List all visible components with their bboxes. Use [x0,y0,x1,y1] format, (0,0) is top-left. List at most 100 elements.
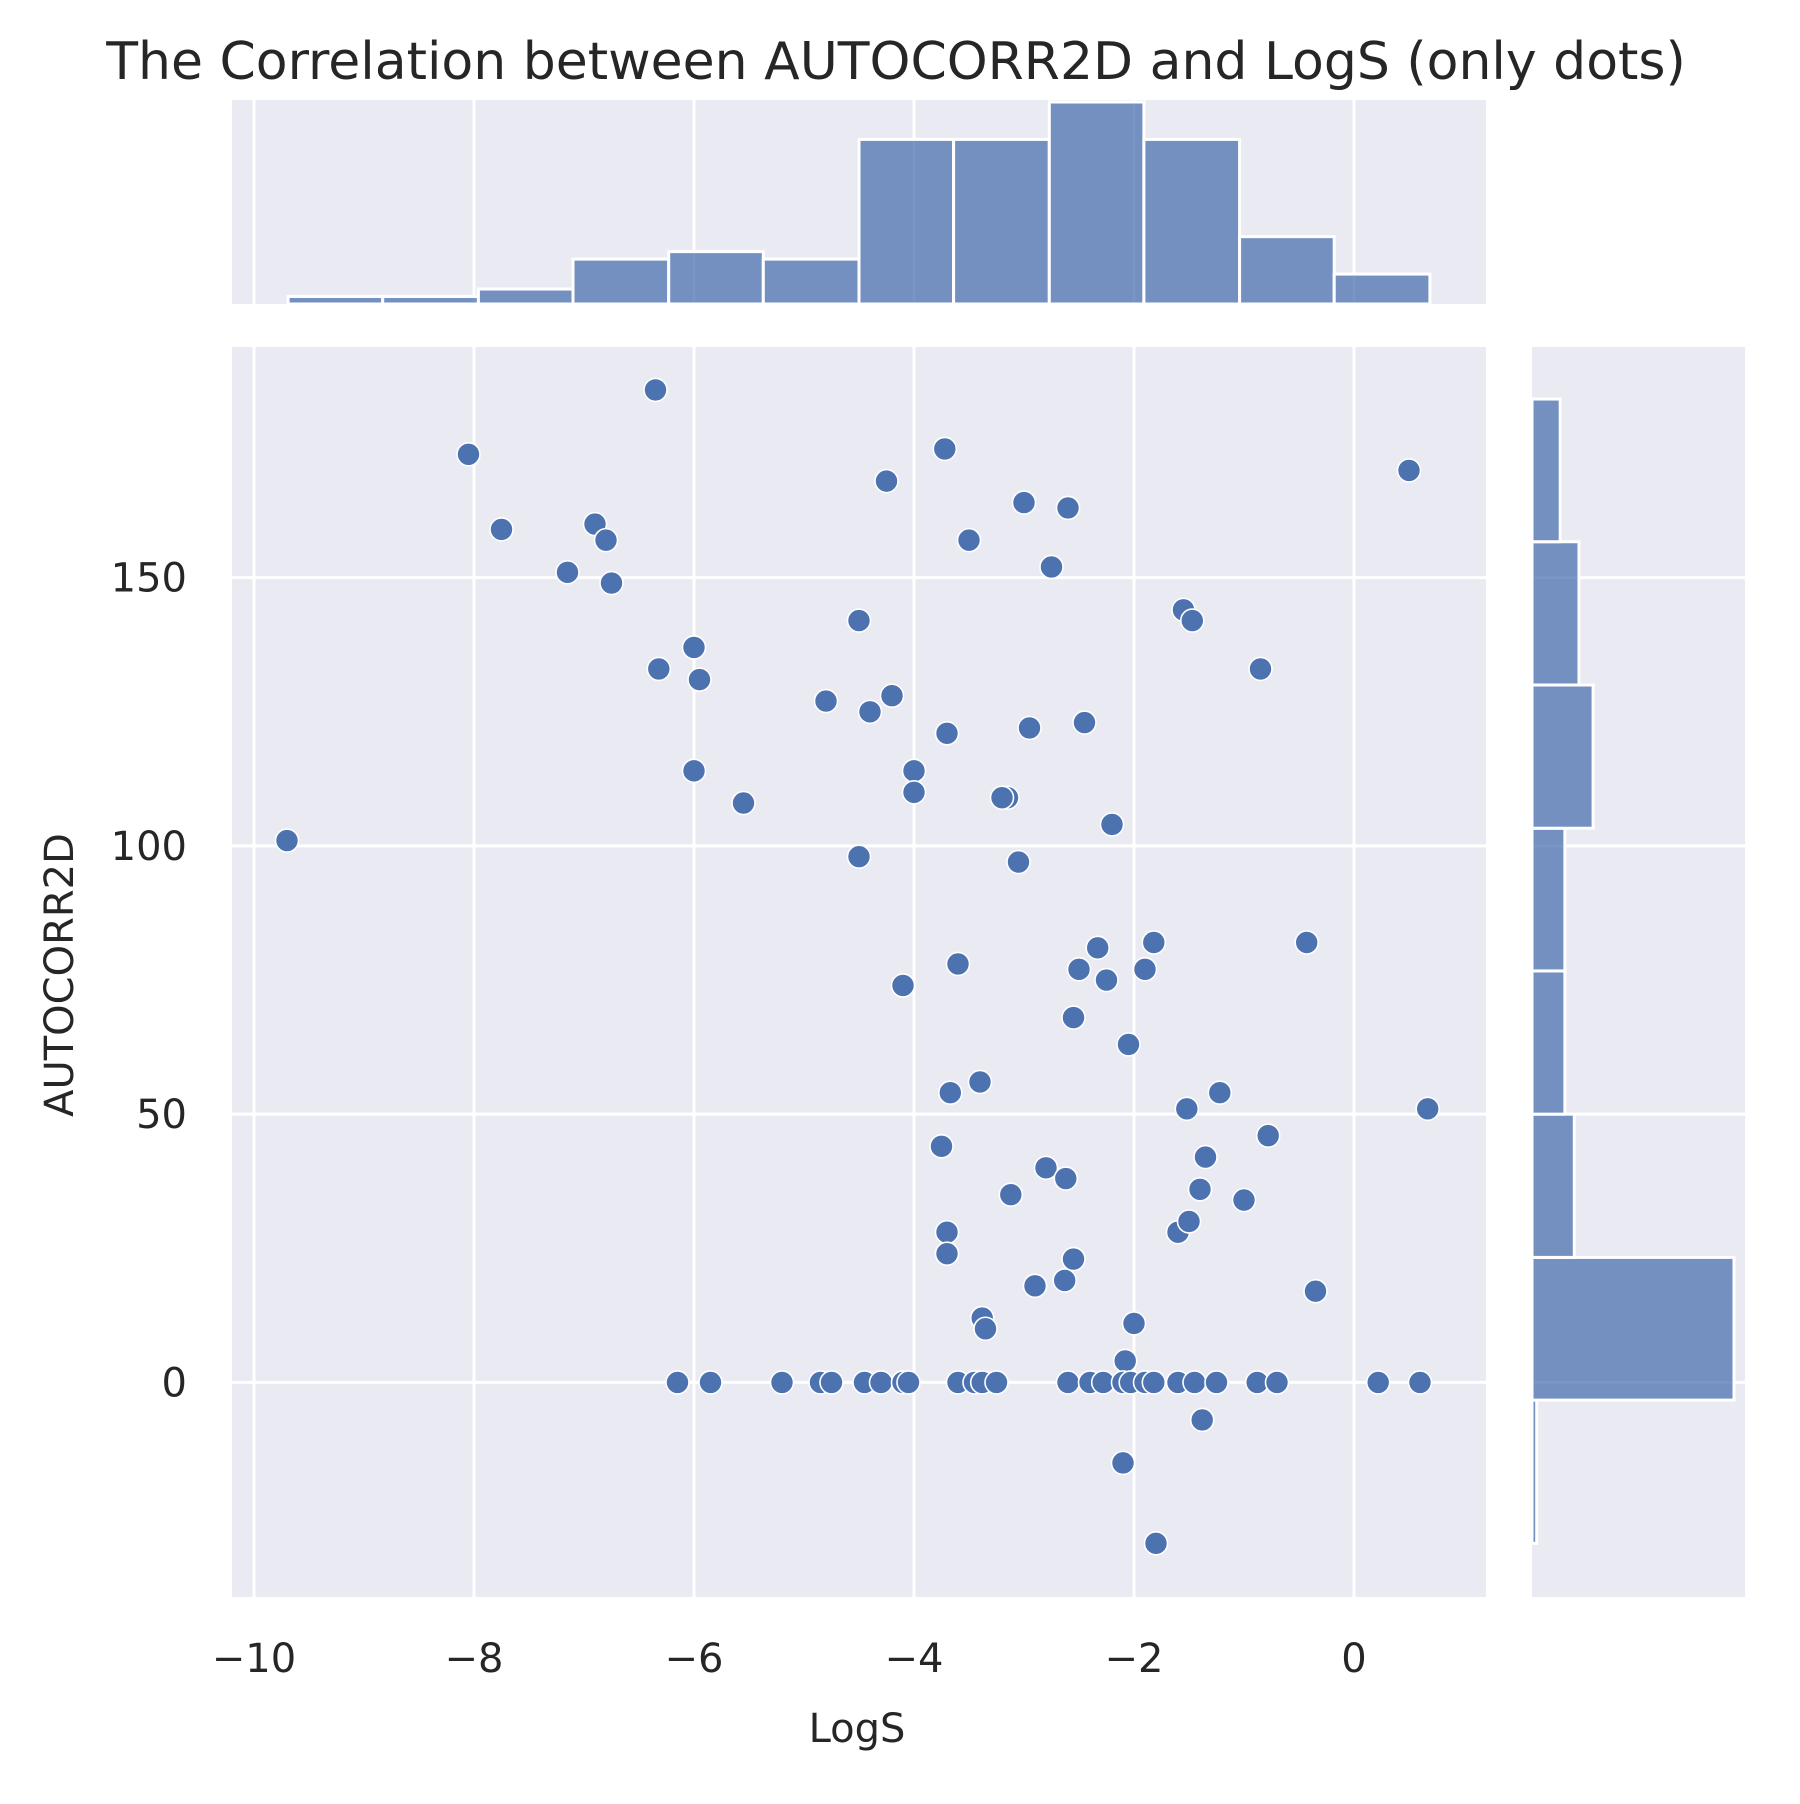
scatter-point [956,527,982,553]
x-histogram-bar [952,137,1051,306]
y-tick-label: 0 [162,1360,187,1406]
scatter-point [1112,1348,1138,1374]
scatter-point [934,720,960,746]
x-histogram-bar [571,257,671,306]
scatter-point [1407,1370,1433,1395]
scatter-point [555,560,580,585]
right-histogram [1530,397,1736,1545]
y-histogram-bar [1530,1255,1736,1402]
y-axis-label: AUTOCORR2D [37,833,83,1117]
scatter-point [1207,1080,1233,1106]
scatter-point [868,1370,894,1395]
y-histogram-bar [1530,683,1595,830]
scatter-point [593,527,619,553]
scatter-point [1415,1096,1440,1122]
x-histogram-bar [286,295,385,306]
scatter-point [1053,1166,1079,1191]
scatter-point [1255,1123,1281,1148]
scatter-point [989,785,1015,810]
scatter-point [1061,1005,1086,1030]
scatter-point [1365,1370,1391,1395]
x-tick-label: −6 [665,1636,724,1682]
y-histogram-bar [1530,1112,1576,1259]
x-histogram-bar [761,257,861,306]
scatter-point [1022,1273,1048,1299]
scatter-point [998,1182,1024,1207]
scatter-point [1189,1407,1215,1433]
scatter-point [687,667,712,692]
scatter-point [1396,458,1422,483]
scatter-points [274,377,1440,1556]
x-histogram-bar [1047,100,1146,306]
scatter-point [274,828,300,853]
scatter-point [1132,957,1158,982]
scatter-point [1039,554,1064,580]
scatter-point [1182,1370,1207,1395]
scatter-point [1176,1209,1202,1234]
scatter-point [901,779,927,805]
scatter-point [813,688,839,714]
scatter-point [929,1134,954,1159]
x-histogram-bar [857,137,956,306]
scatter-point [937,1080,963,1106]
scatter-point [932,436,958,462]
scatter-point [1187,1176,1213,1202]
scatter-point [1061,1246,1086,1272]
scatter-point [1055,1370,1081,1395]
scatter-point [1011,490,1037,515]
y-histogram-bar [1530,540,1581,687]
x-tick-label: −10 [212,1636,296,1682]
y-tick-label: 150 [111,556,187,602]
scatter-point [769,1370,795,1395]
scatter-point [1303,1278,1328,1304]
main-plot-background [232,347,1486,1597]
x-tick-label: −8 [445,1636,504,1682]
scatter-point [945,951,971,977]
chart-title: The Correlation between AUTOCORR2D and L… [105,32,1686,92]
top-histogram [286,100,1432,306]
x-histogram-bar [667,250,765,306]
scatter-point [1006,849,1031,875]
scatter-point [901,758,927,784]
scatter-point [846,844,872,869]
scatter-point [1055,495,1081,521]
scatter-point [1248,656,1273,682]
scatter-point [1052,1268,1077,1293]
y-histogram-bar [1530,969,1567,1116]
scatter-point [698,1370,723,1395]
scatter-point [896,1370,921,1395]
scatter-point [1110,1450,1136,1476]
scatter-point [1141,1370,1167,1395]
scatter-point [489,517,514,542]
x-histogram-bar [381,295,480,306]
scatter-point [681,635,707,660]
scatter-point [1204,1370,1229,1395]
scatter-point [984,1370,1009,1395]
scatter-point [846,608,872,633]
x-axis-label: LogS [809,1706,906,1752]
y-histogram-bar [1530,397,1562,544]
scatter-point [1085,935,1110,961]
scatter-point [890,973,916,998]
x-histogram-bar [1238,235,1336,306]
scatter-point [1066,957,1092,982]
scatter-point [1099,812,1125,837]
scatter-point [1143,1531,1169,1556]
y-histogram-bar [1530,1398,1539,1545]
y-tick-label: 100 [111,824,187,870]
x-tick-label: −4 [885,1636,944,1682]
x-histogram-bar [1332,272,1432,306]
x-tick-label: 0 [1341,1636,1366,1682]
scatter-point [1193,1144,1218,1170]
scatter-point [1072,710,1097,735]
scatter-point [857,699,883,725]
scatter-point [1180,608,1205,633]
y-histogram-bar [1530,826,1567,973]
y-tick-label: 50 [136,1092,187,1138]
scatter-point [731,790,756,816]
scatter-point [1017,715,1042,741]
scatter-point [456,441,481,467]
x-histogram-bar [476,287,575,306]
